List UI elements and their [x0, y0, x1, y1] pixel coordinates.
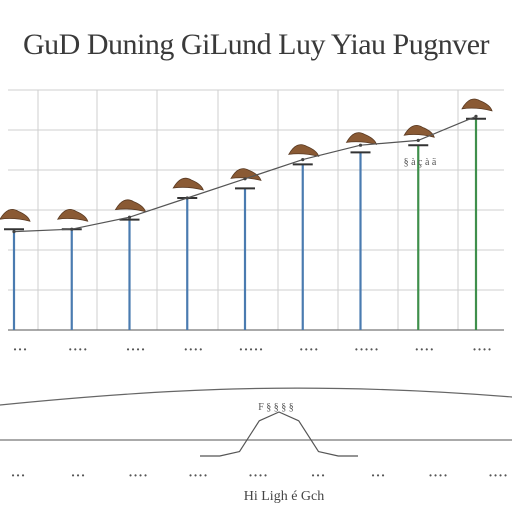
- x-tick-label: • • •: [12, 471, 25, 480]
- x-tick-label: • • • •: [473, 345, 491, 354]
- x-tick-label: • • •: [372, 471, 385, 480]
- x-tick-label: • • • •: [189, 471, 207, 480]
- x-tick-label: • • •: [312, 471, 325, 480]
- trend-point: [127, 215, 132, 219]
- bell-curve: [200, 411, 358, 457]
- data-marker: [172, 177, 204, 191]
- bottom-tick-labels: • • • • • • • • • • • • • • • • • • • • • • • …: [12, 471, 508, 480]
- x-tick-label: • • • •: [249, 471, 267, 480]
- top-gridlines: [8, 89, 504, 330]
- x-tick-label: • • • •: [489, 471, 507, 480]
- bar-series: [0, 98, 493, 330]
- x-tick-label: • • • •: [184, 345, 202, 354]
- data-marker: [56, 209, 89, 222]
- data-marker: [345, 132, 378, 145]
- trend-point: [301, 158, 305, 162]
- data-marker: [403, 125, 435, 138]
- bottom-upper-curve: [0, 387, 512, 406]
- x-tick-label: • • • • •: [355, 345, 378, 354]
- trend-point: [416, 138, 420, 142]
- x-tick-label: • • • •: [127, 345, 145, 354]
- data-marker: [114, 199, 147, 213]
- x-tick-label: • • •: [72, 471, 85, 480]
- top-tick-labels: • • • • • • • • • • • • • • • • • • • • • • •…: [14, 345, 492, 354]
- trend-point: [70, 227, 74, 231]
- chart-title: GuD Duning GiLund Luy Yiau Pugnver: [22, 28, 490, 61]
- x-tick-label: • • • •: [429, 471, 447, 480]
- trend-point: [185, 196, 189, 200]
- trend-point: [358, 143, 363, 147]
- x-tick-label: • • • •: [415, 345, 433, 354]
- x-tick-label: • • •: [14, 345, 27, 354]
- data-marker: [0, 209, 31, 222]
- x-tick-label: • • • • •: [240, 345, 263, 354]
- x-tick-label: • • • •: [300, 345, 318, 354]
- data-marker: [461, 98, 493, 112]
- data-marker: [287, 144, 320, 157]
- trend-point: [474, 114, 478, 118]
- top-annotation: § à ç à ä: [404, 157, 437, 168]
- trend-point: [12, 230, 16, 234]
- x-axis-label: Hi Ligh é Gch: [244, 489, 324, 504]
- trend-point: [243, 177, 247, 181]
- x-tick-label: • • • •: [129, 471, 147, 480]
- x-tick-label: • • • •: [69, 345, 87, 354]
- bottom-annotation: F § § § §: [258, 402, 294, 413]
